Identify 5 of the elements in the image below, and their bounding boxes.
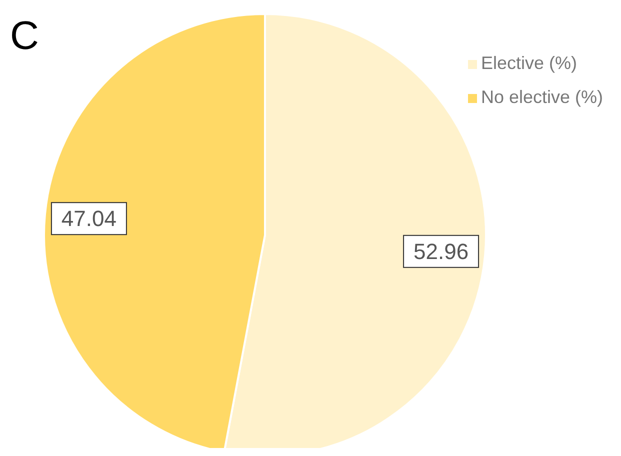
chart-title: C [10, 14, 39, 58]
legend-label: Elective (%) [480, 53, 577, 73]
data-label: 47.04 [61, 206, 116, 232]
legend-label: No elective (%) [480, 87, 603, 107]
data-label: 52.96 [414, 238, 469, 264]
